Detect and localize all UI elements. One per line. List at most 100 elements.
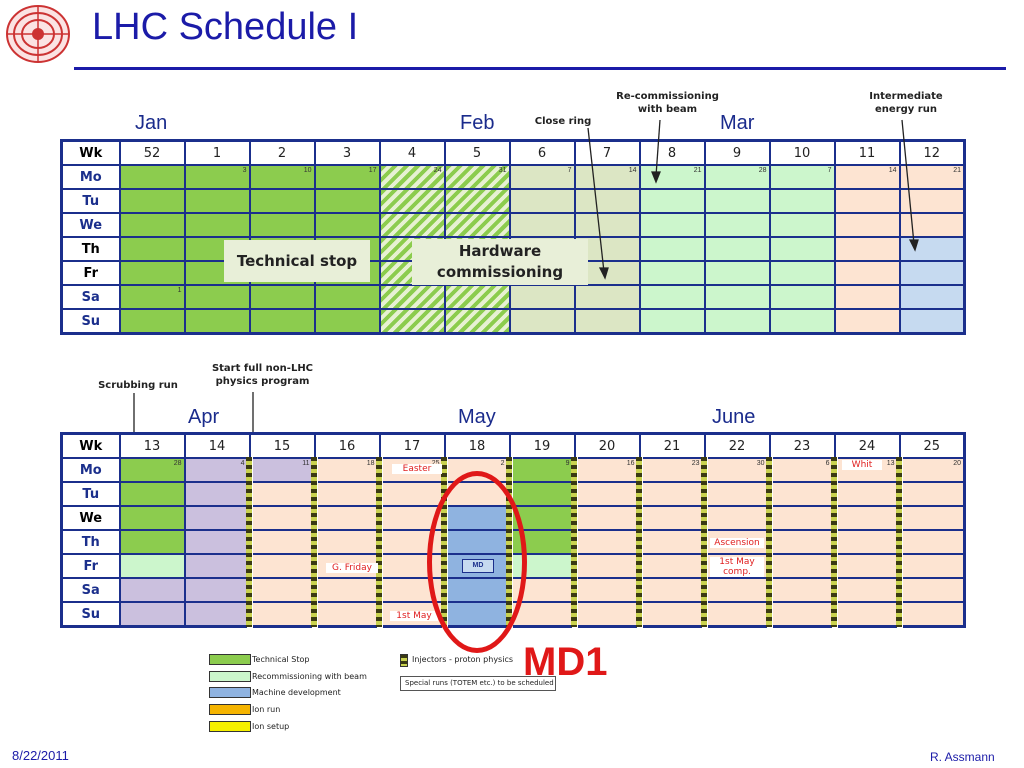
date-number: 23 xyxy=(691,460,700,467)
day-cell xyxy=(118,260,186,286)
day-cell: 23 xyxy=(638,457,706,484)
date-number: 31 xyxy=(498,167,507,174)
day-cell xyxy=(898,284,966,310)
day-cell xyxy=(898,601,966,628)
annotation-intermediate-energy: Intermediate energy run xyxy=(869,91,943,115)
week-cell: 21 xyxy=(638,432,706,459)
day-cell xyxy=(833,308,901,335)
week-cell: 7 xyxy=(573,139,641,166)
week-cell: 20 xyxy=(573,432,641,459)
day-cell xyxy=(248,308,316,335)
month-label-apr: Apr xyxy=(188,406,220,428)
day-cell xyxy=(313,308,381,335)
day-cell xyxy=(638,188,706,214)
day-cell xyxy=(248,284,316,310)
day-cell xyxy=(378,308,446,335)
day-cell xyxy=(768,553,836,580)
day-cell xyxy=(898,505,966,532)
date-number: 30 xyxy=(756,460,765,467)
day-cell xyxy=(378,188,446,214)
day-cell xyxy=(573,529,641,556)
event-ascension: Ascension xyxy=(710,538,764,548)
day-cell xyxy=(573,505,641,532)
date-number: 7 xyxy=(827,167,832,174)
day-cell xyxy=(378,284,446,310)
day-cell xyxy=(118,529,186,555)
footer-author: R. Assmann xyxy=(930,750,995,764)
day-cell xyxy=(313,212,381,238)
week-cell: 1 xyxy=(183,139,251,166)
legend-special-box xyxy=(400,676,556,691)
day-cell xyxy=(573,212,641,238)
day-cell: 20 xyxy=(898,457,966,484)
day-cell xyxy=(118,553,186,579)
day-cell: 21 xyxy=(638,164,706,190)
day-cell xyxy=(768,601,836,628)
day-cell xyxy=(833,481,901,508)
day-cell xyxy=(183,308,251,335)
day-cell xyxy=(248,212,316,238)
day-cell xyxy=(248,553,316,580)
day-cell xyxy=(898,553,966,580)
day-cell xyxy=(768,577,836,604)
week-cell: 52 xyxy=(118,139,186,166)
day-cell xyxy=(183,481,251,507)
day-cell xyxy=(638,284,706,310)
day-cell xyxy=(833,284,901,310)
week-cell: 25 xyxy=(898,432,966,459)
date-number: 16 xyxy=(626,460,635,467)
week-cell: 12 xyxy=(898,139,966,166)
event-easter: Easter xyxy=(392,464,442,474)
day-cell: 16 xyxy=(573,457,641,484)
day-cell xyxy=(248,188,316,214)
day-cell xyxy=(183,553,251,579)
day-cell xyxy=(183,529,251,555)
event-good-friday: G. Friday xyxy=(326,563,378,573)
event-1st-may-comp: 1st May comp. xyxy=(710,557,764,577)
day-label: Tu xyxy=(60,481,121,507)
day-label: We xyxy=(60,212,121,238)
week-cell: 19 xyxy=(508,432,576,459)
date-number: 14 xyxy=(888,167,897,174)
day-cell xyxy=(638,308,706,335)
date-number: 13 xyxy=(886,460,895,467)
day-cell xyxy=(898,308,966,335)
date-number: 7 xyxy=(567,167,572,174)
day-cell xyxy=(573,284,641,310)
date-number: 9 xyxy=(565,460,570,467)
day-cell xyxy=(443,212,511,238)
day-cell xyxy=(833,601,901,628)
date-number: 6 xyxy=(825,460,830,467)
day-label: Th xyxy=(60,236,121,262)
day-cell: 11 xyxy=(248,457,316,484)
month-label-jan: Jan xyxy=(135,112,168,134)
day-cell: 21 xyxy=(898,164,966,190)
day-cell: 24 xyxy=(378,164,446,190)
day-cell xyxy=(768,308,836,335)
day-cell xyxy=(118,308,186,335)
day-label: Th xyxy=(60,529,121,555)
day-cell xyxy=(833,236,901,262)
technical-stop-label: Technical stop xyxy=(224,240,370,282)
week-cell: 18 xyxy=(443,432,511,459)
month-label-june: June xyxy=(712,406,756,428)
day-cell: 10 xyxy=(248,164,316,190)
day-cell xyxy=(313,505,381,532)
week-cell: 22 xyxy=(703,432,771,459)
day-cell xyxy=(573,481,641,508)
day-cell xyxy=(508,308,576,335)
legend-swatch-recommissioning xyxy=(209,671,251,682)
lhc-logo xyxy=(6,5,70,63)
day-cell: 28 xyxy=(118,457,186,483)
day-cell xyxy=(703,236,771,262)
day-cell: 7 xyxy=(508,164,576,190)
day-cell xyxy=(833,529,901,556)
day-cell xyxy=(768,505,836,532)
day-cell xyxy=(898,529,966,556)
month-label-may: May xyxy=(458,406,496,428)
day-cell xyxy=(118,577,186,603)
day-cell xyxy=(183,601,251,628)
day-cell xyxy=(378,212,446,238)
day-cell: 17 xyxy=(313,164,381,190)
day-cell xyxy=(768,236,836,262)
